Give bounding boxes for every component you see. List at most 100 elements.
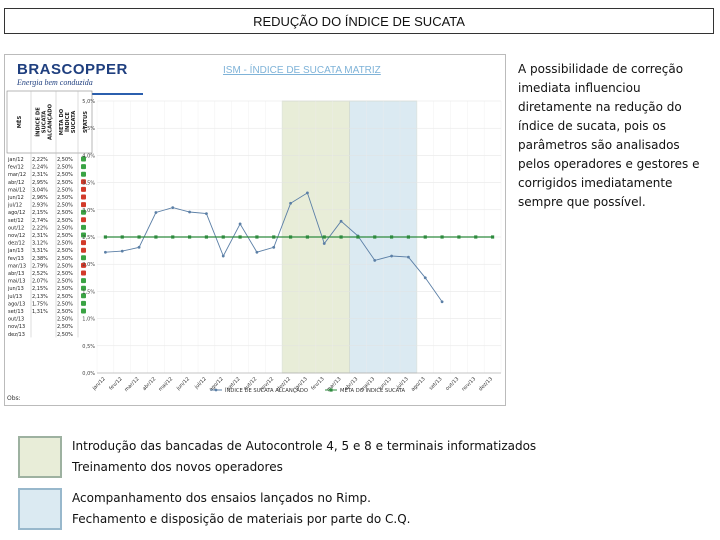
table-goal: 2,50%	[57, 301, 73, 307]
table-month: out/13	[8, 317, 24, 323]
logo-main-text: BRASCOPPER	[17, 61, 128, 78]
series-point	[188, 210, 191, 214]
legend-green-line2: Treinamento dos novos operadores	[72, 460, 283, 474]
table-value: 2,79%	[32, 263, 48, 269]
table-goal: 2,50%	[57, 210, 73, 216]
table-month: dez/13	[8, 332, 25, 338]
table-month: abr/13	[8, 271, 24, 277]
table-month: mai/13	[8, 279, 25, 285]
table-goal: 2,50%	[57, 187, 73, 193]
chart-svg: MÊS ÍNDICE DESUCATAALCANÇADO META DOÍNDICE…	[6, 90, 502, 394]
goal-point	[272, 235, 276, 239]
table-month: dez/12	[8, 241, 25, 247]
goal-point	[440, 235, 444, 239]
series-point	[272, 245, 276, 249]
status-icon	[81, 194, 86, 200]
table-goal: 2,50%	[57, 157, 73, 163]
y-tick-label: 3,0%	[82, 208, 95, 214]
legend-marker	[214, 388, 218, 392]
status-icon	[81, 262, 86, 268]
goal-point	[288, 235, 293, 239]
series-point	[154, 211, 158, 214]
series-point	[238, 222, 242, 226]
goal-point	[238, 235, 242, 239]
table-month: jul/12	[7, 203, 22, 209]
status-icon	[81, 270, 86, 276]
goal-point	[457, 235, 461, 239]
series-point	[440, 300, 444, 304]
goal-point	[204, 235, 209, 239]
table-value: 2,31%	[32, 172, 48, 178]
goal-point	[305, 235, 310, 239]
table-value: 2,24%	[32, 165, 48, 171]
series-point	[171, 206, 175, 210]
y-tick-label: 3,5%	[82, 181, 95, 187]
table-goal: 2,50%	[57, 195, 73, 201]
goal-point	[339, 235, 343, 239]
table-month: jul/13	[7, 294, 22, 300]
table-header-2: META DOÍNDICESUCATA	[59, 108, 77, 135]
data-table: MÊS ÍNDICE DESUCATAALCANÇADO META DOÍNDICE…	[6, 90, 93, 338]
x-tick-label: jan/12	[91, 376, 107, 392]
table-value: 2,95%	[32, 180, 48, 186]
status-icon	[81, 179, 86, 185]
goal-point	[322, 235, 326, 239]
x-tick-label: jun/12	[175, 376, 191, 392]
status-icon	[81, 202, 86, 208]
x-tick-label: fev/13	[310, 376, 325, 391]
table-month: out/12	[8, 225, 24, 231]
table-month: set/13	[8, 309, 24, 315]
table-goal: 2,50%	[57, 263, 73, 269]
y-tick-label: 0,5%	[82, 344, 95, 350]
series-point	[137, 245, 141, 249]
goal-point	[120, 235, 124, 239]
status-icon	[81, 300, 86, 306]
table-value: 2,22%	[32, 225, 48, 231]
series-point	[322, 242, 326, 245]
status-icon	[81, 232, 86, 238]
goal-point	[137, 235, 141, 239]
y-tick-label: 0,0%	[82, 371, 95, 377]
goal-point	[423, 235, 427, 239]
table-value: 3,04%	[32, 187, 48, 193]
table-value: 2,15%	[32, 210, 48, 216]
table-month: jun/13	[7, 286, 24, 292]
side-explanation-text: A possibilidade de correção imediata inf…	[518, 62, 700, 209]
status-icon	[81, 285, 86, 291]
status-icon	[81, 293, 86, 299]
table-header-1: ÍNDICE DESUCATAALCANÇADO	[34, 103, 54, 140]
table-goal: 2,50%	[57, 180, 73, 186]
legend-label-0: ÍNDICE DE SUCATA ALCANÇADO	[225, 387, 308, 394]
table-month: mai/12	[8, 187, 25, 193]
logo-tagline: Energia bem conduzida	[17, 78, 93, 87]
status-icon	[81, 224, 86, 230]
table-goal: 2,50%	[57, 256, 73, 262]
status-icon	[81, 209, 86, 215]
series-point	[221, 254, 225, 258]
x-tick-label: fev/12	[108, 376, 123, 391]
status-icon	[81, 171, 86, 177]
figure-footer-note: Obs:	[7, 395, 21, 402]
legend-green-line1: Introdução das bancadas de Autocontrole …	[72, 439, 537, 453]
goal-point	[356, 235, 360, 239]
table-goal: 2,50%	[57, 248, 73, 254]
table-goal: 2,50%	[57, 271, 73, 277]
status-icon	[81, 186, 86, 192]
table-goal: 2,50%	[57, 165, 73, 171]
x-tick-label: abr/12	[142, 376, 158, 392]
chart-figure: BRASCOPPER Energia bem conduzida ISM - Í…	[4, 54, 506, 406]
series-point	[289, 201, 292, 205]
table-month: nov/12	[8, 233, 25, 239]
x-tick-label: dez/13	[478, 376, 494, 392]
series-point	[255, 250, 259, 254]
table-value: 2,13%	[32, 294, 48, 300]
table-month: mar/12	[8, 172, 26, 178]
x-tick-label: mai/12	[158, 376, 175, 393]
table-goal: 2,50%	[57, 286, 73, 292]
table-month: abr/12	[8, 180, 24, 186]
table-value: 2,52%	[32, 271, 48, 277]
blue-period-swatch	[18, 488, 62, 530]
goal-point	[474, 235, 478, 239]
table-month: ago/12	[8, 210, 25, 216]
y-tick-label: 4,5%	[82, 126, 95, 132]
